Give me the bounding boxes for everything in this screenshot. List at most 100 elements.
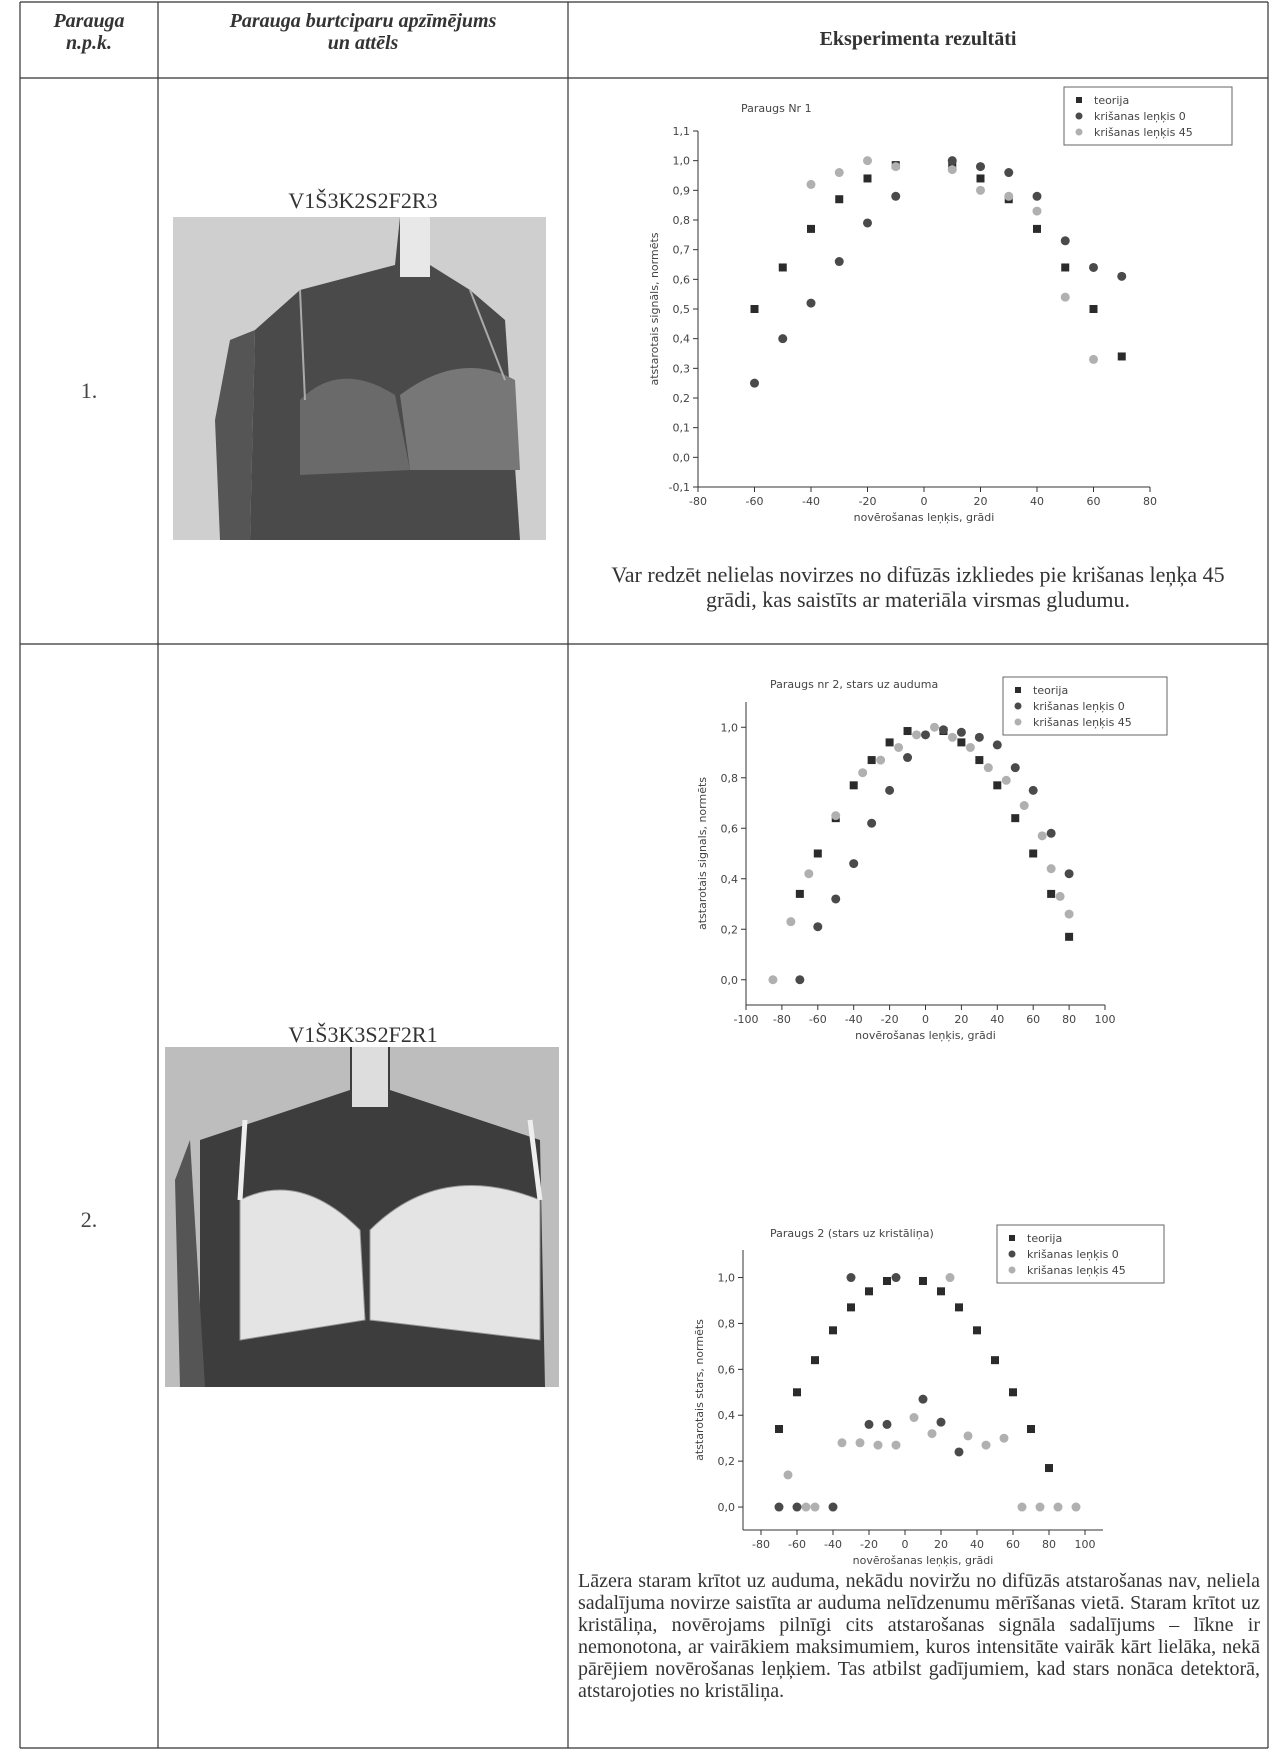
- x-tick-label: 100: [1095, 1013, 1116, 1026]
- photo-2: [165, 1047, 559, 1387]
- x-tick-label: -20: [860, 1538, 878, 1551]
- legend-label: krišanas leņķis 45: [1094, 126, 1193, 139]
- y-tick-label: 0,7: [673, 244, 691, 257]
- data-point: [768, 975, 778, 985]
- data-point: [828, 1502, 838, 1512]
- x-tick-label: 80: [1042, 1538, 1056, 1551]
- x-tick-label: 20: [974, 495, 988, 508]
- x-tick-label: 0: [921, 495, 928, 508]
- data-point: [1009, 1388, 1017, 1397]
- data-point: [1046, 828, 1056, 838]
- data-point: [1032, 191, 1042, 201]
- header-cell: Parauga burtciparu apzīmējums un attēls: [158, 10, 568, 54]
- x-tick-label: -80: [689, 495, 707, 508]
- data-point: [813, 922, 823, 932]
- data-point: [750, 305, 759, 313]
- data-point: [865, 1287, 873, 1296]
- data-point: [937, 1287, 945, 1296]
- data-point: [891, 162, 901, 172]
- header-cell: Parauga n.p.k.: [20, 10, 158, 54]
- data-point: [1071, 1502, 1081, 1512]
- data-point: [1019, 801, 1029, 811]
- x-tick-label: -20: [881, 1013, 899, 1026]
- data-point: [918, 1394, 928, 1404]
- data-point: [938, 725, 948, 735]
- data-point: [849, 781, 858, 790]
- data-point: [806, 179, 816, 189]
- data-point: [835, 195, 844, 204]
- x-tick-label: -80: [752, 1538, 770, 1551]
- sample-code: V1Š3K3S2F2R1: [288, 1022, 438, 1047]
- data-point: [1017, 1502, 1027, 1512]
- data-point: [1001, 775, 1011, 785]
- data-point: [778, 263, 787, 272]
- data-point: [993, 781, 1002, 790]
- legend-label: krišanas leņķis 0: [1094, 110, 1186, 123]
- data-point: [927, 1429, 937, 1439]
- data-point: [1064, 909, 1074, 919]
- data-point: [955, 1303, 963, 1312]
- y-tick-label: 0,9: [673, 184, 691, 197]
- data-point: [1035, 1502, 1045, 1512]
- data-point: [945, 1273, 955, 1283]
- chart-title: Paraugs 2 (stars uz kristāliņa): [770, 1227, 934, 1240]
- data-point: [1032, 206, 1042, 216]
- x-tick-label: -100: [734, 1013, 759, 1026]
- data-point: [947, 165, 957, 175]
- legend-marker: [1076, 97, 1082, 103]
- data-point: [867, 756, 876, 765]
- data-point: [831, 894, 841, 904]
- x-tick-label: 0: [922, 1013, 929, 1026]
- y-axis-label: atstarotais signals, normēts: [696, 777, 709, 930]
- data-point: [1011, 814, 1020, 823]
- data-point: [1089, 262, 1098, 272]
- data-point: [1033, 224, 1041, 233]
- y-tick-label: 0,5: [673, 303, 691, 316]
- data-point: [1004, 191, 1014, 201]
- data-point: [981, 1440, 991, 1450]
- x-tick-label: -40: [802, 495, 820, 508]
- data-point: [1089, 305, 1098, 313]
- data-point: [956, 727, 966, 737]
- data-point: [891, 1440, 901, 1450]
- legend-label: krišanas leņķis 45: [1033, 716, 1132, 729]
- data-point: [976, 174, 985, 183]
- legend-label: krišanas leņķis 0: [1027, 1248, 1119, 1261]
- x-tick-label: -60: [788, 1538, 806, 1551]
- data-point: [867, 818, 877, 828]
- legend-label: teorija: [1033, 684, 1068, 697]
- header-text: Eksperimenta rezultāti: [819, 28, 1017, 50]
- data-point: [974, 732, 984, 742]
- data-point: [1046, 864, 1056, 874]
- y-tick-label: 0,8: [721, 772, 739, 785]
- data-point: [929, 722, 939, 732]
- table-borders: [19, 1, 1269, 1749]
- legend-label: krišanas leņķis 0: [1033, 700, 1125, 713]
- data-point: [1027, 1425, 1035, 1434]
- data-point: [965, 742, 975, 752]
- data-point: [885, 738, 894, 747]
- y-tick-label: 1,0: [718, 1272, 736, 1285]
- data-point: [804, 869, 814, 879]
- data-point: [855, 1438, 865, 1448]
- data-point: [849, 859, 859, 869]
- data-point: [992, 740, 1002, 750]
- data-point: [912, 730, 922, 740]
- data-point: [976, 185, 985, 195]
- x-tick-label: -60: [809, 1013, 827, 1026]
- data-point: [837, 1438, 847, 1448]
- data-point: [811, 1356, 819, 1365]
- x-tick-label: -80: [773, 1013, 791, 1026]
- y-tick-label: 0,1: [673, 422, 691, 435]
- y-tick-label: 0,4: [721, 873, 739, 886]
- data-point: [975, 756, 984, 765]
- data-point: [1117, 271, 1127, 281]
- x-tick-label: -60: [746, 495, 764, 508]
- data-point: [921, 730, 930, 740]
- x-tick-label: 80: [1062, 1013, 1076, 1026]
- data-point: [834, 168, 844, 178]
- x-tick-label: 60: [1026, 1013, 1040, 1026]
- result-text: Lāzera staram krītot uz auduma, nekādu n…: [578, 1570, 1260, 1702]
